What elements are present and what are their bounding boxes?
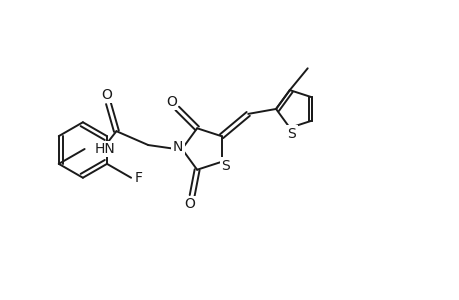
- Text: S: S: [221, 159, 230, 173]
- Text: HN: HN: [95, 142, 115, 156]
- Text: O: O: [166, 94, 176, 109]
- Text: F: F: [135, 171, 143, 185]
- Text: O: O: [185, 197, 195, 212]
- Text: S: S: [287, 127, 296, 141]
- Text: O: O: [101, 88, 112, 101]
- Text: N: N: [173, 140, 183, 154]
